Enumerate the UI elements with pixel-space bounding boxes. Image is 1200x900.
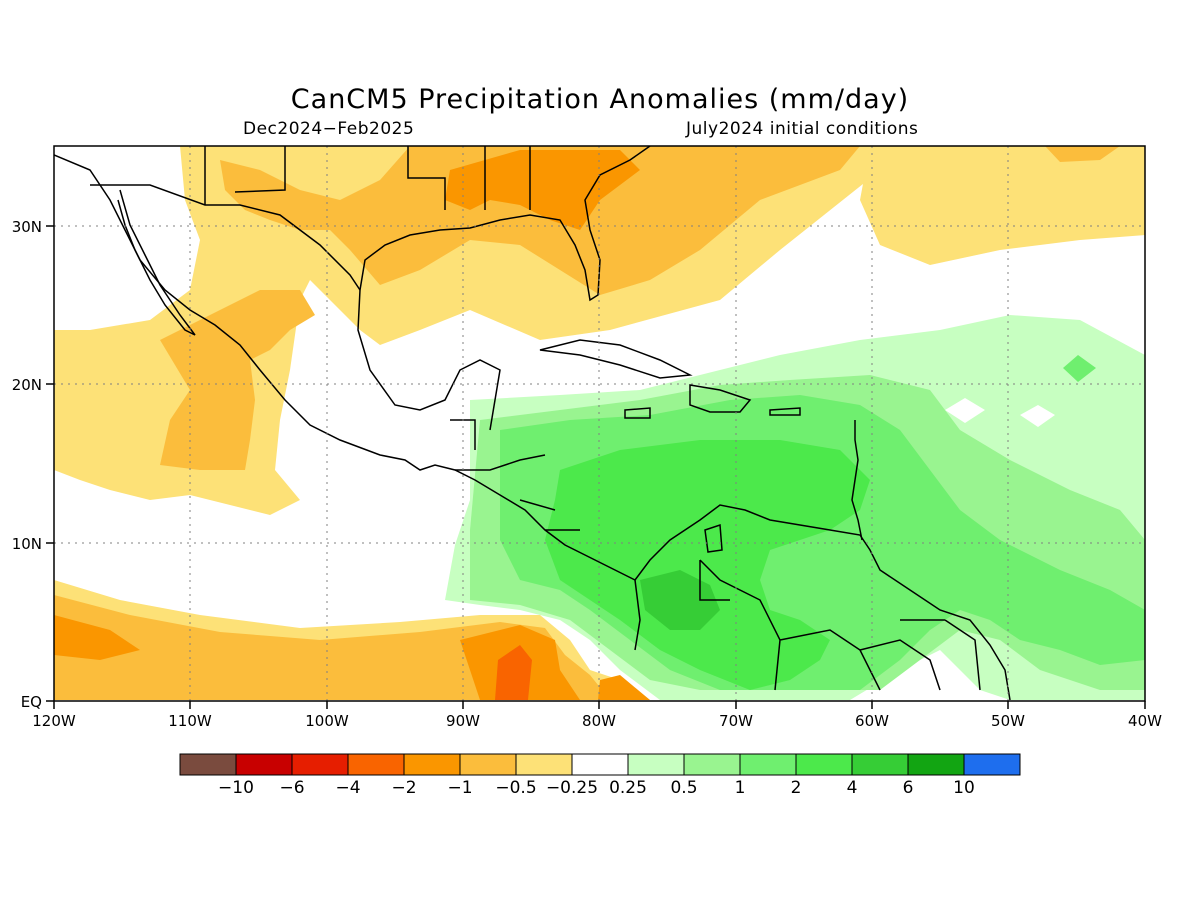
colorbar-tick-label: 4 xyxy=(847,778,858,798)
map-title: CanCM5 Precipitation Anomalies (mm/day) xyxy=(290,84,910,115)
central-america-borders xyxy=(450,419,580,531)
colorbar-tick-label: −10 xyxy=(218,778,254,798)
wet-anomaly-4 xyxy=(545,440,870,690)
colorbar-labels: −10 −6 −4 −2 −1 −0.5 −0.25 0.25 0.5 1 2 4 6 10 xyxy=(218,778,975,798)
near-normal-patch-1 xyxy=(945,398,985,423)
puerto-rico xyxy=(769,407,801,416)
wet-anomaly-2-patch xyxy=(1063,355,1096,382)
colorbar-tick-label: 6 xyxy=(903,778,914,798)
lake-maracaibo xyxy=(704,523,723,553)
colorbar-swatch xyxy=(347,753,405,776)
dry-anomaly-pacific-small xyxy=(598,675,650,700)
south-america-coast xyxy=(634,504,1011,701)
colorbar-swatch xyxy=(235,753,293,776)
x-tick-label: 50W xyxy=(991,712,1025,730)
colorbar-tick-label: −4 xyxy=(335,778,360,798)
yucatan xyxy=(357,289,501,431)
coastlines xyxy=(54,146,1011,701)
colorbar-tick-label: −6 xyxy=(279,778,304,798)
hispaniola xyxy=(689,384,752,413)
colorbar-swatch xyxy=(179,753,237,776)
jamaica xyxy=(624,407,651,419)
dry-anomaly-strong xyxy=(445,150,640,230)
lesser-antilles xyxy=(851,420,863,541)
x-tick-label: 100W xyxy=(305,712,349,730)
colorbar-swatch xyxy=(851,753,909,776)
colorbar-swatch xyxy=(963,753,1021,776)
y-axis-labels: EQ 10N 20N 30N xyxy=(12,218,42,711)
x-axis-labels: 120W 110W 100W 90W 80W 70W 60W 50W 40W xyxy=(32,712,1162,730)
colorbar-tick-label: 0.5 xyxy=(670,778,697,798)
x-tick-label: 110W xyxy=(168,712,212,730)
tick-marks xyxy=(46,225,1146,709)
colorbar-swatch xyxy=(739,753,797,776)
x-tick-label: 90W xyxy=(446,712,480,730)
colorbar-tick-label: 0.25 xyxy=(609,778,647,798)
grid-lines xyxy=(54,146,1145,701)
colorbar-tick-label: 10 xyxy=(953,778,975,798)
x-tick-label: 60W xyxy=(855,712,889,730)
colorbar-swatch xyxy=(627,753,685,776)
cuba xyxy=(539,339,693,379)
colorbar xyxy=(179,753,1021,776)
colorbar-tick-label: −1 xyxy=(447,778,472,798)
forecast-period: Dec2024−Feb2025 xyxy=(243,119,415,139)
us-states xyxy=(204,146,531,210)
y-tick-label: 30N xyxy=(12,218,42,236)
dry-anomaly-light-ne xyxy=(860,146,1145,265)
colorbar-tick-label: 2 xyxy=(791,778,802,798)
dry-anomaly-moderate xyxy=(220,146,860,295)
dry-anomaly-equator-strong xyxy=(54,615,140,660)
south-america-borders xyxy=(634,559,981,691)
colorbar-tick-label: −0.5 xyxy=(495,778,536,798)
colorbar-swatch xyxy=(907,753,965,776)
north-america-coast xyxy=(54,154,636,581)
x-tick-label: 80W xyxy=(582,712,616,730)
colorbar-swatch xyxy=(571,753,629,776)
colorbar-swatch xyxy=(515,753,573,776)
colorbar-swatch xyxy=(291,753,349,776)
colorbar-swatch xyxy=(683,753,741,776)
y-tick-label: 20N xyxy=(12,376,42,394)
dry-anomaly-moderate-e xyxy=(1045,146,1120,162)
baja-california xyxy=(117,189,196,336)
y-tick-label: 10N xyxy=(12,535,42,553)
colorbar-tick-label: 1 xyxy=(735,778,746,798)
near-normal-patch-2 xyxy=(1020,405,1055,427)
colorbar-swatch xyxy=(403,753,461,776)
colorbar-swatch xyxy=(795,753,853,776)
us-mexico-border xyxy=(90,184,361,291)
dry-anomaly-moderate-w xyxy=(160,290,315,470)
y-tick-label: EQ xyxy=(21,693,42,711)
x-tick-label: 120W xyxy=(32,712,76,730)
x-tick-label: 70W xyxy=(719,712,753,730)
colorbar-swatch xyxy=(459,753,517,776)
initial-conditions: July2024 initial conditions xyxy=(686,119,919,139)
colorbar-tick-label: −0.25 xyxy=(546,778,598,798)
x-tick-label: 40W xyxy=(1128,712,1162,730)
dry-anomaly-equator-severe xyxy=(495,645,532,700)
dry-anomaly-equator-moderate xyxy=(54,595,610,700)
gulf-coast xyxy=(359,146,651,302)
colorbar-tick-label: −2 xyxy=(391,778,416,798)
